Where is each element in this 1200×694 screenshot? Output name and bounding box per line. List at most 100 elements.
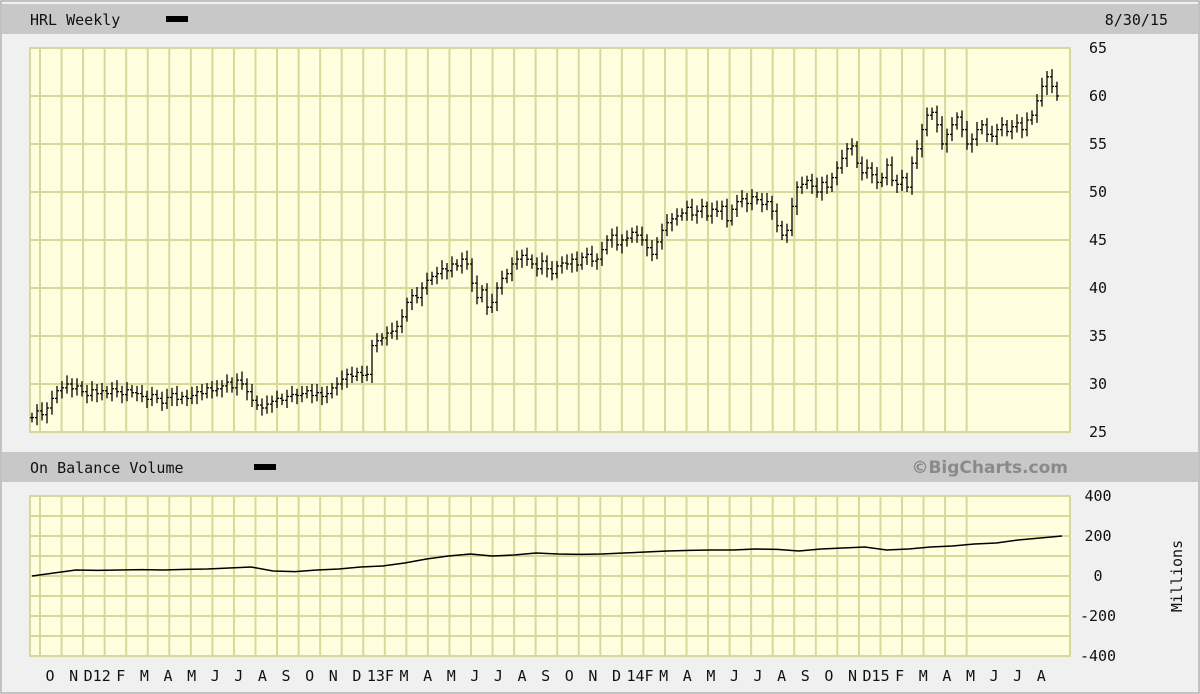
price-bar: [435, 266, 439, 285]
price-bar: [500, 270, 504, 295]
price-bar: [640, 226, 644, 246]
x-tick-label: A: [777, 667, 786, 685]
price-bar: [910, 156, 914, 195]
x-tick-label: O: [45, 667, 54, 685]
y-tick-label: 65: [1089, 39, 1107, 57]
price-bar: [85, 384, 89, 404]
price-bar: [465, 250, 469, 270]
price-bar: [735, 194, 739, 217]
price-bar: [665, 214, 669, 237]
price-bar: [605, 235, 609, 255]
price-bar: [755, 192, 759, 205]
price-bar: [655, 237, 659, 260]
price-bar: [770, 195, 774, 220]
price-bar: [760, 192, 764, 213]
y-tick-label: 30: [1089, 375, 1107, 393]
price-bar: [565, 254, 569, 270]
x-tick-label: J: [1013, 667, 1022, 685]
price-bar: [940, 116, 944, 150]
price-bar: [525, 247, 529, 266]
y-tick-label: 400: [1084, 487, 1111, 505]
y-tick-label: 0: [1093, 567, 1102, 585]
price-bar: [930, 107, 934, 120]
price-bar: [265, 395, 269, 414]
price-bar: [860, 156, 864, 181]
y-tick-label: 35: [1089, 327, 1107, 345]
price-bar: [945, 128, 949, 153]
x-tick-label: N: [69, 667, 78, 685]
price-bar: [730, 204, 734, 226]
price-bar: [425, 272, 429, 295]
price-bar: [1040, 77, 1044, 107]
price-bar: [40, 402, 44, 421]
price-bar: [235, 373, 239, 396]
price-bar: [320, 386, 324, 406]
price-bar: [630, 227, 634, 243]
price-bar: [635, 225, 639, 243]
obv-panel: 400 200 0 -200 -400: [29, 487, 1116, 665]
price-bar: [875, 167, 879, 190]
price-bar: [185, 389, 189, 407]
price-bar: [60, 381, 64, 399]
price-bar: [370, 339, 374, 384]
price-bar: [240, 371, 244, 390]
price-bar: [645, 234, 649, 257]
x-tick-label: S: [282, 667, 291, 685]
price-bar: [535, 257, 539, 277]
price-bar: [620, 234, 624, 254]
price-bar: [430, 271, 434, 286]
price-bar: [515, 250, 519, 270]
price-bar: [750, 189, 754, 211]
price-bar: [600, 241, 604, 266]
price-bar: [230, 377, 234, 393]
price-bar: [595, 253, 599, 270]
y-tick-label: 45: [1089, 231, 1107, 249]
price-bar: [70, 378, 74, 398]
price-bar: [1020, 117, 1024, 139]
price-bar: [675, 208, 679, 226]
price-bar: [895, 174, 899, 193]
price-bar: [390, 322, 394, 339]
price-bar: [195, 385, 199, 405]
y-tick-label: 55: [1089, 135, 1107, 153]
price-bar: [580, 252, 584, 270]
price-bar: [145, 390, 149, 408]
obv-ylabel: Millions: [1168, 540, 1186, 612]
price-panel: 65 60 55 50 45 40 35 30 25: [29, 39, 1107, 441]
price-bar: [190, 386, 194, 405]
chart-date: 8/30/15: [1105, 11, 1168, 29]
x-tick-label: A: [518, 667, 527, 685]
obv-line: [31, 535, 1063, 577]
price-bar: [935, 105, 939, 133]
price-bar: [450, 256, 454, 278]
price-bar: [360, 365, 364, 384]
x-tick-label: M: [919, 667, 928, 685]
price-bar: [970, 133, 974, 153]
price-bar: [825, 174, 829, 194]
x-tick-label: F: [895, 667, 904, 685]
x-tick-label: D12: [84, 667, 111, 685]
price-bar: [130, 384, 134, 398]
price-bar: [590, 245, 594, 267]
price-bar: [205, 383, 209, 399]
price-bar: [625, 230, 629, 247]
x-tick-label: J: [990, 667, 999, 685]
price-bar: [795, 181, 799, 216]
price-bar: [885, 158, 889, 186]
x-tick-label: O: [824, 667, 833, 685]
price-bar: [705, 201, 709, 221]
x-tick-label: A: [163, 667, 172, 685]
price-bar: [1000, 117, 1004, 137]
price-bar: [965, 120, 969, 150]
price-bar: [805, 175, 809, 190]
x-axis: O N D12 F M A M J J A S O N D 13F M A M J J A S O N D 14F M A M J J A S O…: [45, 667, 1045, 685]
x-tick-label: N: [329, 667, 338, 685]
x-tick-label: S: [541, 667, 550, 685]
price-bar: [220, 380, 224, 398]
x-tick-label: A: [423, 667, 432, 685]
x-tick-label: A: [258, 667, 267, 685]
price-bar: [820, 176, 824, 201]
lower-header-band: [2, 452, 1198, 482]
price-bar: [175, 385, 179, 407]
price-bar: [105, 385, 109, 399]
